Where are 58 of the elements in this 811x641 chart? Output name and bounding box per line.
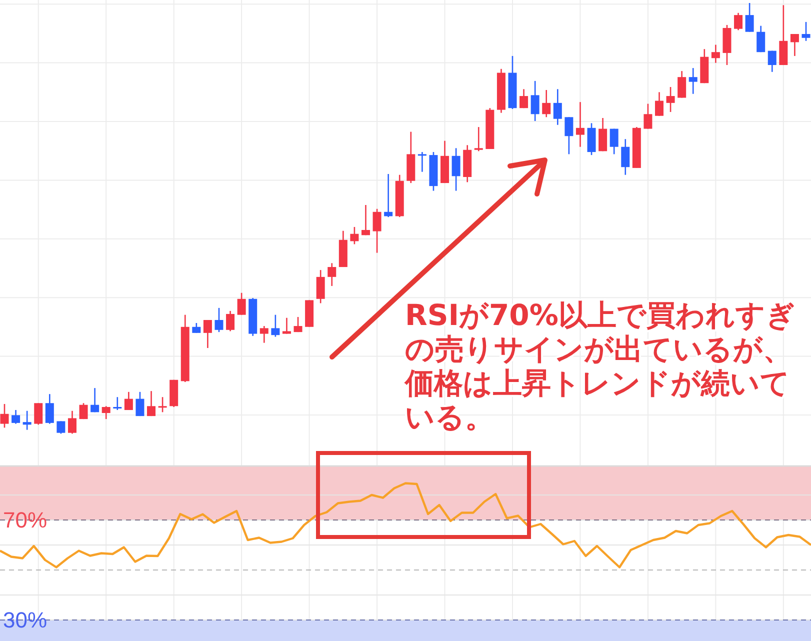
candlestick [711,44,720,64]
candlestick [530,80,540,122]
candlestick [734,12,743,31]
candlestick [768,50,776,73]
candlestick [203,319,212,349]
candlestick [316,269,325,304]
candlestick [372,208,382,254]
candlestick [361,204,370,236]
candlestick [282,317,291,334]
candlestick [790,33,799,57]
candlestick [45,393,54,424]
candlestick [34,402,43,426]
candlestick [654,92,664,116]
candlestick [124,391,133,411]
candlestick [745,2,754,33]
candlestick [113,396,122,411]
candlestick [136,391,144,417]
candlestick [474,126,483,152]
line-series [0,482,811,568]
candlestick [0,403,9,428]
candlestick [756,25,766,53]
candlestick [666,86,675,113]
candlestick [79,402,88,420]
candlestick [147,390,156,417]
candlestick [271,314,280,338]
candlestick [520,88,528,109]
candlestick [802,21,810,42]
candlestick [542,89,551,118]
candlestick [328,262,336,287]
candlestick [564,116,574,155]
y-tick-label: 30% [3,608,48,633]
annotation: RSIが70%以上で買われすぎの売りサインが出ているが、価格は上昇トレンドが続いている。 [404,298,796,434]
candlestick [384,173,393,218]
candlestick [644,103,652,130]
candlestick [158,396,167,413]
candlestick [688,67,698,95]
candlestick [192,322,201,334]
candlestick [418,151,426,172]
candlestick [22,410,32,430]
candlestick [226,310,235,332]
candlestick [598,117,608,152]
candlestick [678,70,686,98]
candlestick [68,410,76,434]
candlestick [214,307,224,333]
candlestick [102,405,110,420]
candlestick [350,226,359,245]
candlestick [621,138,630,176]
candlestick [452,147,460,192]
candlestick [12,409,20,424]
candlestick [294,316,302,333]
candlestick [553,88,562,126]
candlestick [576,101,584,148]
y-tick-label: 70% [3,508,48,533]
candlestick [90,387,100,413]
candlestick [237,292,246,316]
candlestick [610,128,618,155]
candlestick [260,325,268,344]
candlestick [56,420,66,434]
